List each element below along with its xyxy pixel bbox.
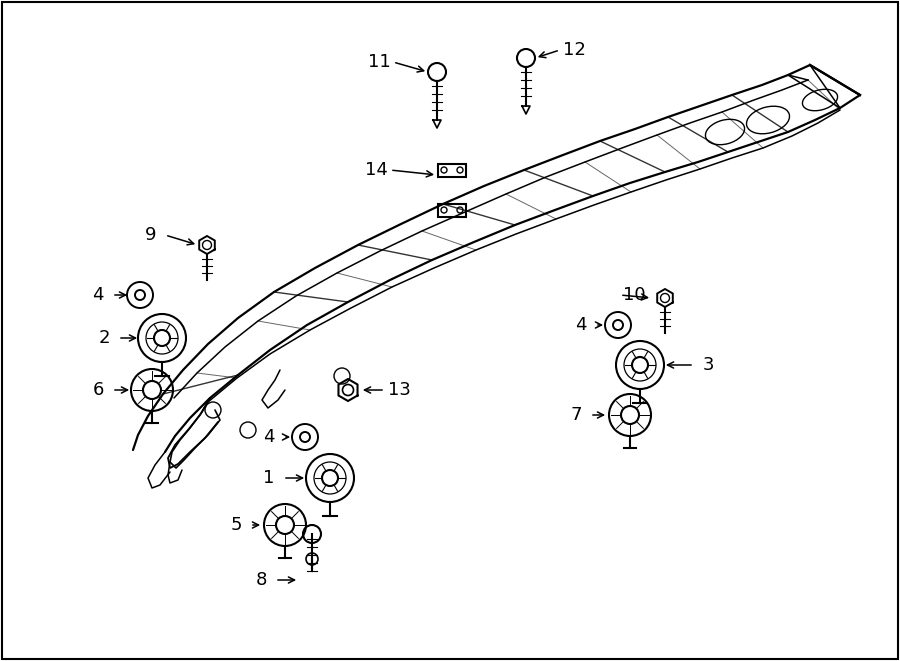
Text: 12: 12 [562,41,585,59]
Text: 2: 2 [98,329,110,347]
Text: 7: 7 [571,406,581,424]
Text: 1: 1 [264,469,274,487]
Text: 3: 3 [702,356,714,374]
Text: 9: 9 [145,226,157,244]
Bar [438,164,466,177]
Text: 13: 13 [388,381,410,399]
Text: 10: 10 [623,286,645,304]
Text: 5: 5 [230,516,242,534]
Text: 8: 8 [256,571,266,589]
Text: 4: 4 [575,316,587,334]
Bar [438,204,466,217]
Text: 6: 6 [93,381,104,399]
Text: 4: 4 [92,286,104,304]
Text: 14: 14 [364,161,387,179]
Text: 11: 11 [367,53,391,71]
Text: 4: 4 [263,428,274,446]
